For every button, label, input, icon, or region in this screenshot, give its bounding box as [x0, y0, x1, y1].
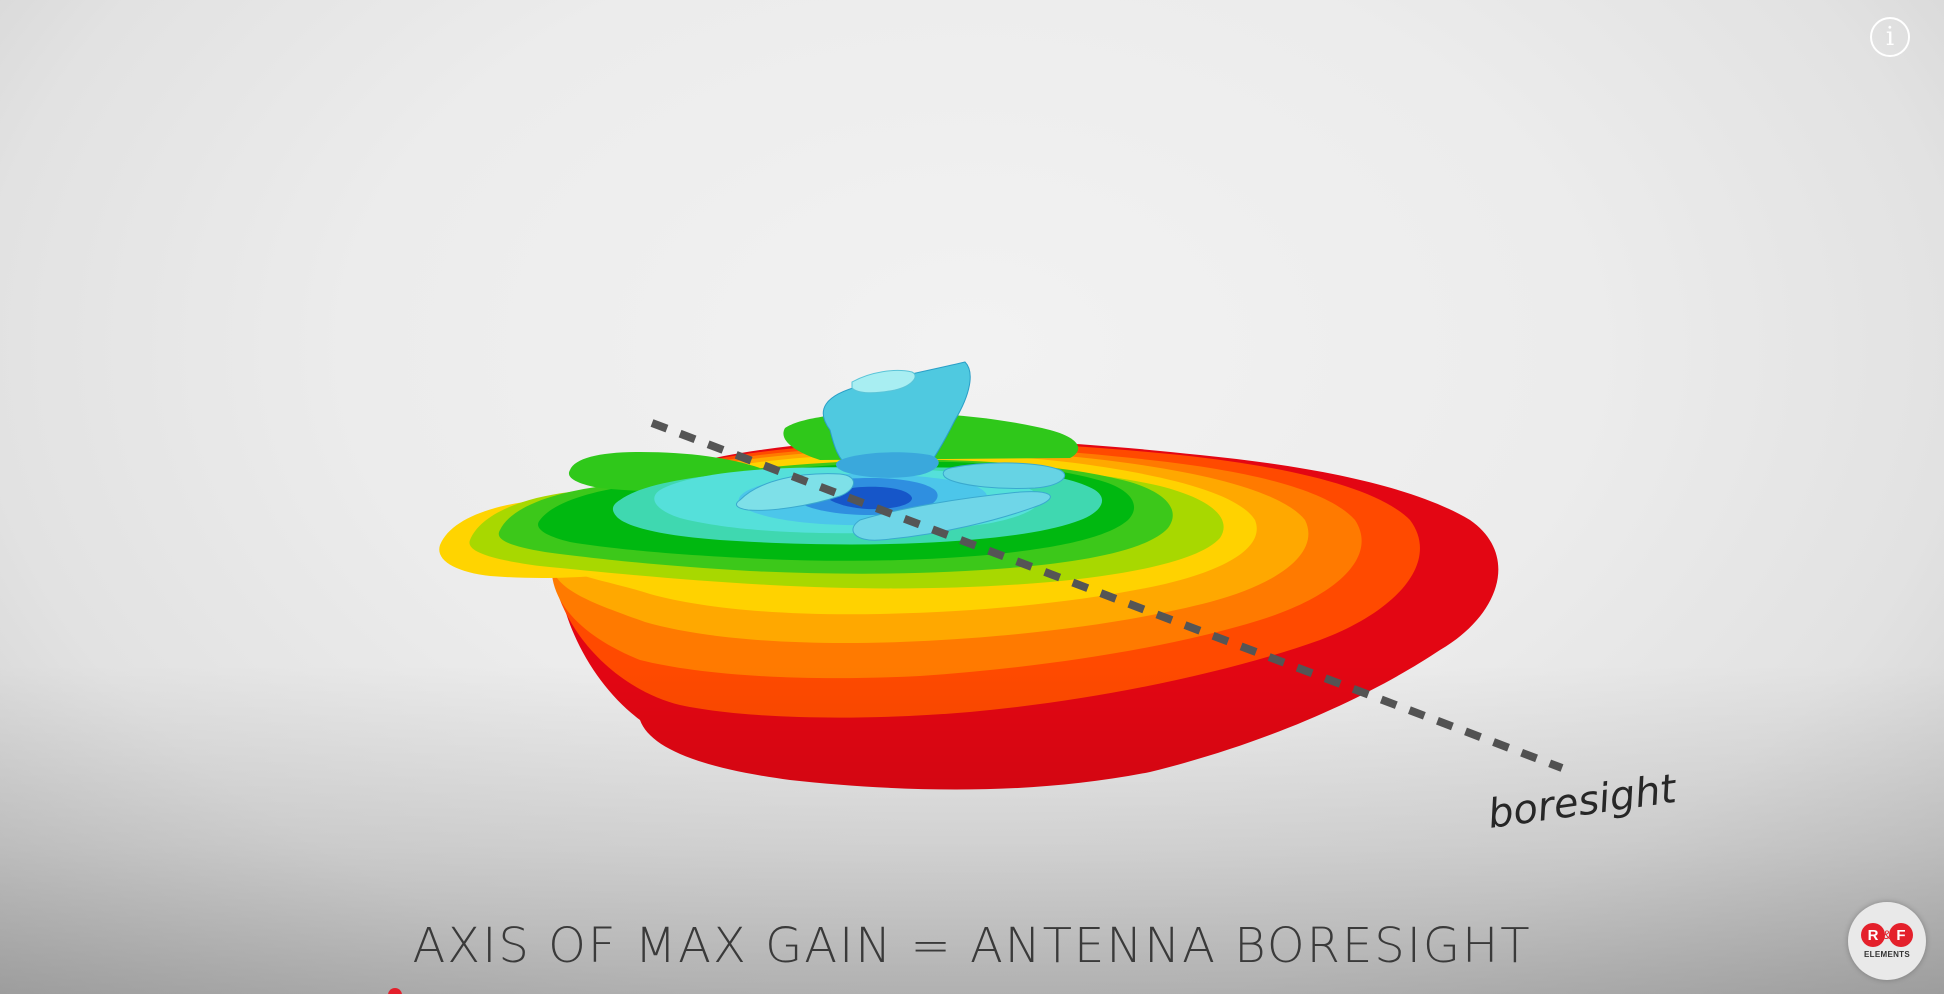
- gain-back-lobe-tip: [851, 369, 916, 394]
- gain-petal-right: [942, 462, 1066, 490]
- gain-petal-front: [852, 491, 1051, 541]
- boresight-axis-line: [650, 419, 1564, 772]
- gain-contour-layers: [439, 361, 1499, 790]
- progress-scrubber-dot[interactable]: [388, 988, 402, 994]
- boresight-label: boresight: [1485, 766, 1680, 838]
- video-caption: AXIS OF MAX GAIN = ANTENNA BORESIGHT: [412, 918, 1532, 974]
- logo-mark: R & F: [1860, 923, 1913, 947]
- gain-back-lobe-ring: [835, 452, 939, 478]
- info-icon[interactable]: i: [1870, 17, 1910, 57]
- logo-ampersand: &: [1882, 928, 1891, 942]
- gain-contour-deep-blue: [827, 486, 912, 510]
- logo-letter-r: R: [1860, 923, 1885, 947]
- logo-subtitle: ELEMENTS: [1864, 950, 1910, 959]
- rf-elements-logo[interactable]: R & F ELEMENTS: [1848, 902, 1926, 980]
- logo-letter-f: F: [1889, 923, 1913, 947]
- info-glyph: i: [1885, 22, 1895, 52]
